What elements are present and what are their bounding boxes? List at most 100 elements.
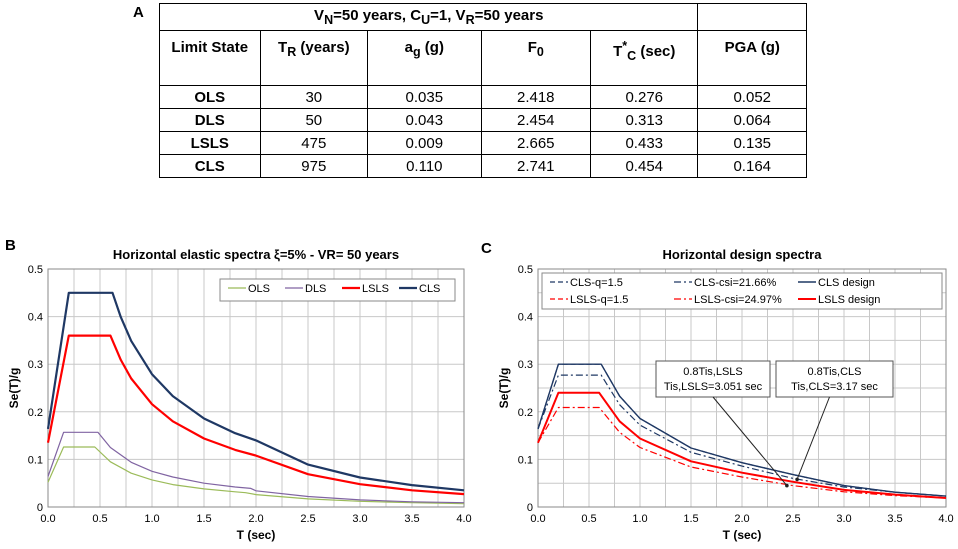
col-label: T — [278, 39, 288, 56]
cell-state: CLS — [159, 154, 261, 178]
y-tick-label: 0 — [527, 502, 533, 514]
cell-tr: 30 — [259, 85, 369, 109]
x-tick-label: 3.0 — [836, 513, 851, 525]
plot-area — [47, 268, 465, 508]
series-line-ols — [47, 446, 465, 505]
table-row: CLS 975 0.110 2.741 0.454 0.164 — [159, 154, 807, 178]
x-tick-label: 1.0 — [144, 513, 159, 525]
cell-f0: 2.741 — [480, 154, 592, 178]
cell-f0: 2.665 — [480, 131, 592, 155]
y-axis-label: Se(T)/g — [497, 368, 511, 409]
x-tick-label: 2.0 — [734, 513, 749, 525]
col-label: a — [404, 39, 413, 56]
col-label: Limit State — [171, 39, 249, 56]
x-tick-label: 0.5 — [581, 513, 596, 525]
cell-pga: 0.135 — [697, 131, 807, 155]
x-tick-label: 1.0 — [632, 513, 647, 525]
col-label: (sec) — [636, 43, 676, 60]
x-tick-label: 2.0 — [248, 513, 263, 525]
title-part: =1, V — [430, 7, 466, 24]
legend-label: CLS-csi=21.66% — [694, 277, 776, 289]
annotation-point — [785, 483, 789, 488]
legend-label: LSLS design — [818, 294, 880, 306]
col-sup: * — [622, 39, 628, 53]
cell-pga: 0.052 — [697, 85, 807, 109]
annotation-leader — [796, 396, 830, 480]
cell-tr: 50 — [259, 108, 369, 132]
cell-tc: 0.276 — [589, 85, 699, 109]
panel-label-c: C — [481, 240, 492, 257]
annotation-text: Tis,LSLS=3.051 sec — [664, 381, 763, 393]
x-tick-label: 4.0 — [938, 513, 953, 525]
x-tick-label: 3.5 — [887, 513, 902, 525]
cell-ag: 0.110 — [367, 154, 482, 178]
legend-label: CLS design — [818, 277, 875, 289]
y-tick-label: 0.1 — [518, 454, 533, 466]
y-tick-label: 0 — [37, 502, 43, 514]
annotation-text: Tis,CLS=3.17 sec — [791, 381, 878, 393]
series-line-lsls-csi-24-97- — [537, 406, 947, 499]
y-tick-label: 0.3 — [28, 359, 43, 371]
col-f0: F0 — [480, 30, 592, 86]
cell-tr: 975 — [259, 154, 369, 178]
col-limit-state: Limit State — [159, 30, 261, 86]
legend-label: OLS — [248, 283, 270, 295]
x-tick-label: 2.5 — [300, 513, 315, 525]
series-line-cls-csi-21-66- — [537, 374, 947, 497]
title-part: =50 years, C — [333, 7, 422, 24]
y-tick-label: 0.3 — [518, 359, 533, 371]
col-label: F — [527, 39, 537, 56]
design-spectra-chart: Horizontal design spectra 0 0.1 0.2 0.3 0.4 0.… — [497, 247, 954, 542]
table-header-row: VN=50 years, CU=1, VR=50 years — [158, 3, 807, 31]
chart-title: Horizontal elastic spectra ξ=5% - VR= 50… — [113, 247, 399, 262]
parameters-table: VN=50 years, CU=1, VR=50 years Limit Sta… — [158, 3, 807, 178]
title-part: V — [314, 7, 325, 24]
cell-tc: 0.454 — [589, 154, 699, 178]
panel-label-b: B — [5, 237, 16, 254]
col-label: (years) — [296, 39, 350, 56]
legend-label: DLS — [305, 283, 326, 295]
cell-f0: 2.418 — [480, 85, 592, 109]
y-tick-label: 0.5 — [28, 264, 43, 276]
col-tr: TR (years) — [259, 30, 369, 86]
x-tick-label: 0.0 — [530, 513, 545, 525]
cell-ag: 0.009 — [367, 131, 482, 155]
annotation-point — [795, 477, 799, 482]
cell-tc: 0.433 — [589, 131, 699, 155]
col-tc: T*C (sec) — [589, 30, 699, 86]
cell-ag: 0.043 — [367, 108, 482, 132]
col-sub: g — [413, 45, 421, 59]
table-title: VN=50 years, CU=1, VR=50 years — [158, 3, 699, 31]
y-tick-label: 0.2 — [28, 407, 43, 419]
cell-tr: 475 — [259, 131, 369, 155]
table-row: DLS 50 0.043 2.454 0.313 0.064 — [159, 108, 807, 132]
elastic-spectra-chart: Horizontal elastic spectra ξ=5% - VR= 50… — [7, 247, 472, 542]
x-tick-label: 0.0 — [40, 513, 55, 525]
x-tick-label: 4.0 — [456, 513, 471, 525]
cell-tc: 0.313 — [589, 108, 699, 132]
plot-area — [537, 268, 947, 508]
legend-label: CLS-q=1.5 — [570, 277, 623, 289]
col-sub: R — [287, 45, 297, 59]
cell-pga: 0.164 — [697, 154, 807, 178]
series-line-cls-design — [537, 363, 947, 497]
y-axis-label: Se(T)/g — [7, 368, 21, 409]
table-row: LSLS 475 0.009 2.665 0.433 0.135 — [159, 131, 807, 155]
annotation-text: 0.8Tis,LSLS — [683, 366, 743, 378]
title-sub: N — [324, 13, 334, 27]
col-label: T — [613, 43, 623, 60]
cell-state: OLS — [159, 85, 261, 109]
title-part: =50 years — [474, 7, 544, 24]
x-axis-label: T (sec) — [237, 528, 276, 542]
cell-state: LSLS — [159, 131, 261, 155]
legend-label: LSLS-csi=24.97% — [694, 294, 782, 306]
x-tick-label: 1.5 — [196, 513, 211, 525]
title-sub: R — [465, 13, 475, 27]
annotation-leader — [712, 396, 788, 486]
y-tick-label: 0.5 — [518, 264, 533, 276]
col-ag: ag (g) — [367, 30, 482, 86]
title-sub: U — [421, 13, 431, 27]
annotation-box — [775, 360, 894, 398]
chart-title: Horizontal design spectra — [663, 247, 823, 262]
legend-label: CLS — [419, 283, 440, 295]
